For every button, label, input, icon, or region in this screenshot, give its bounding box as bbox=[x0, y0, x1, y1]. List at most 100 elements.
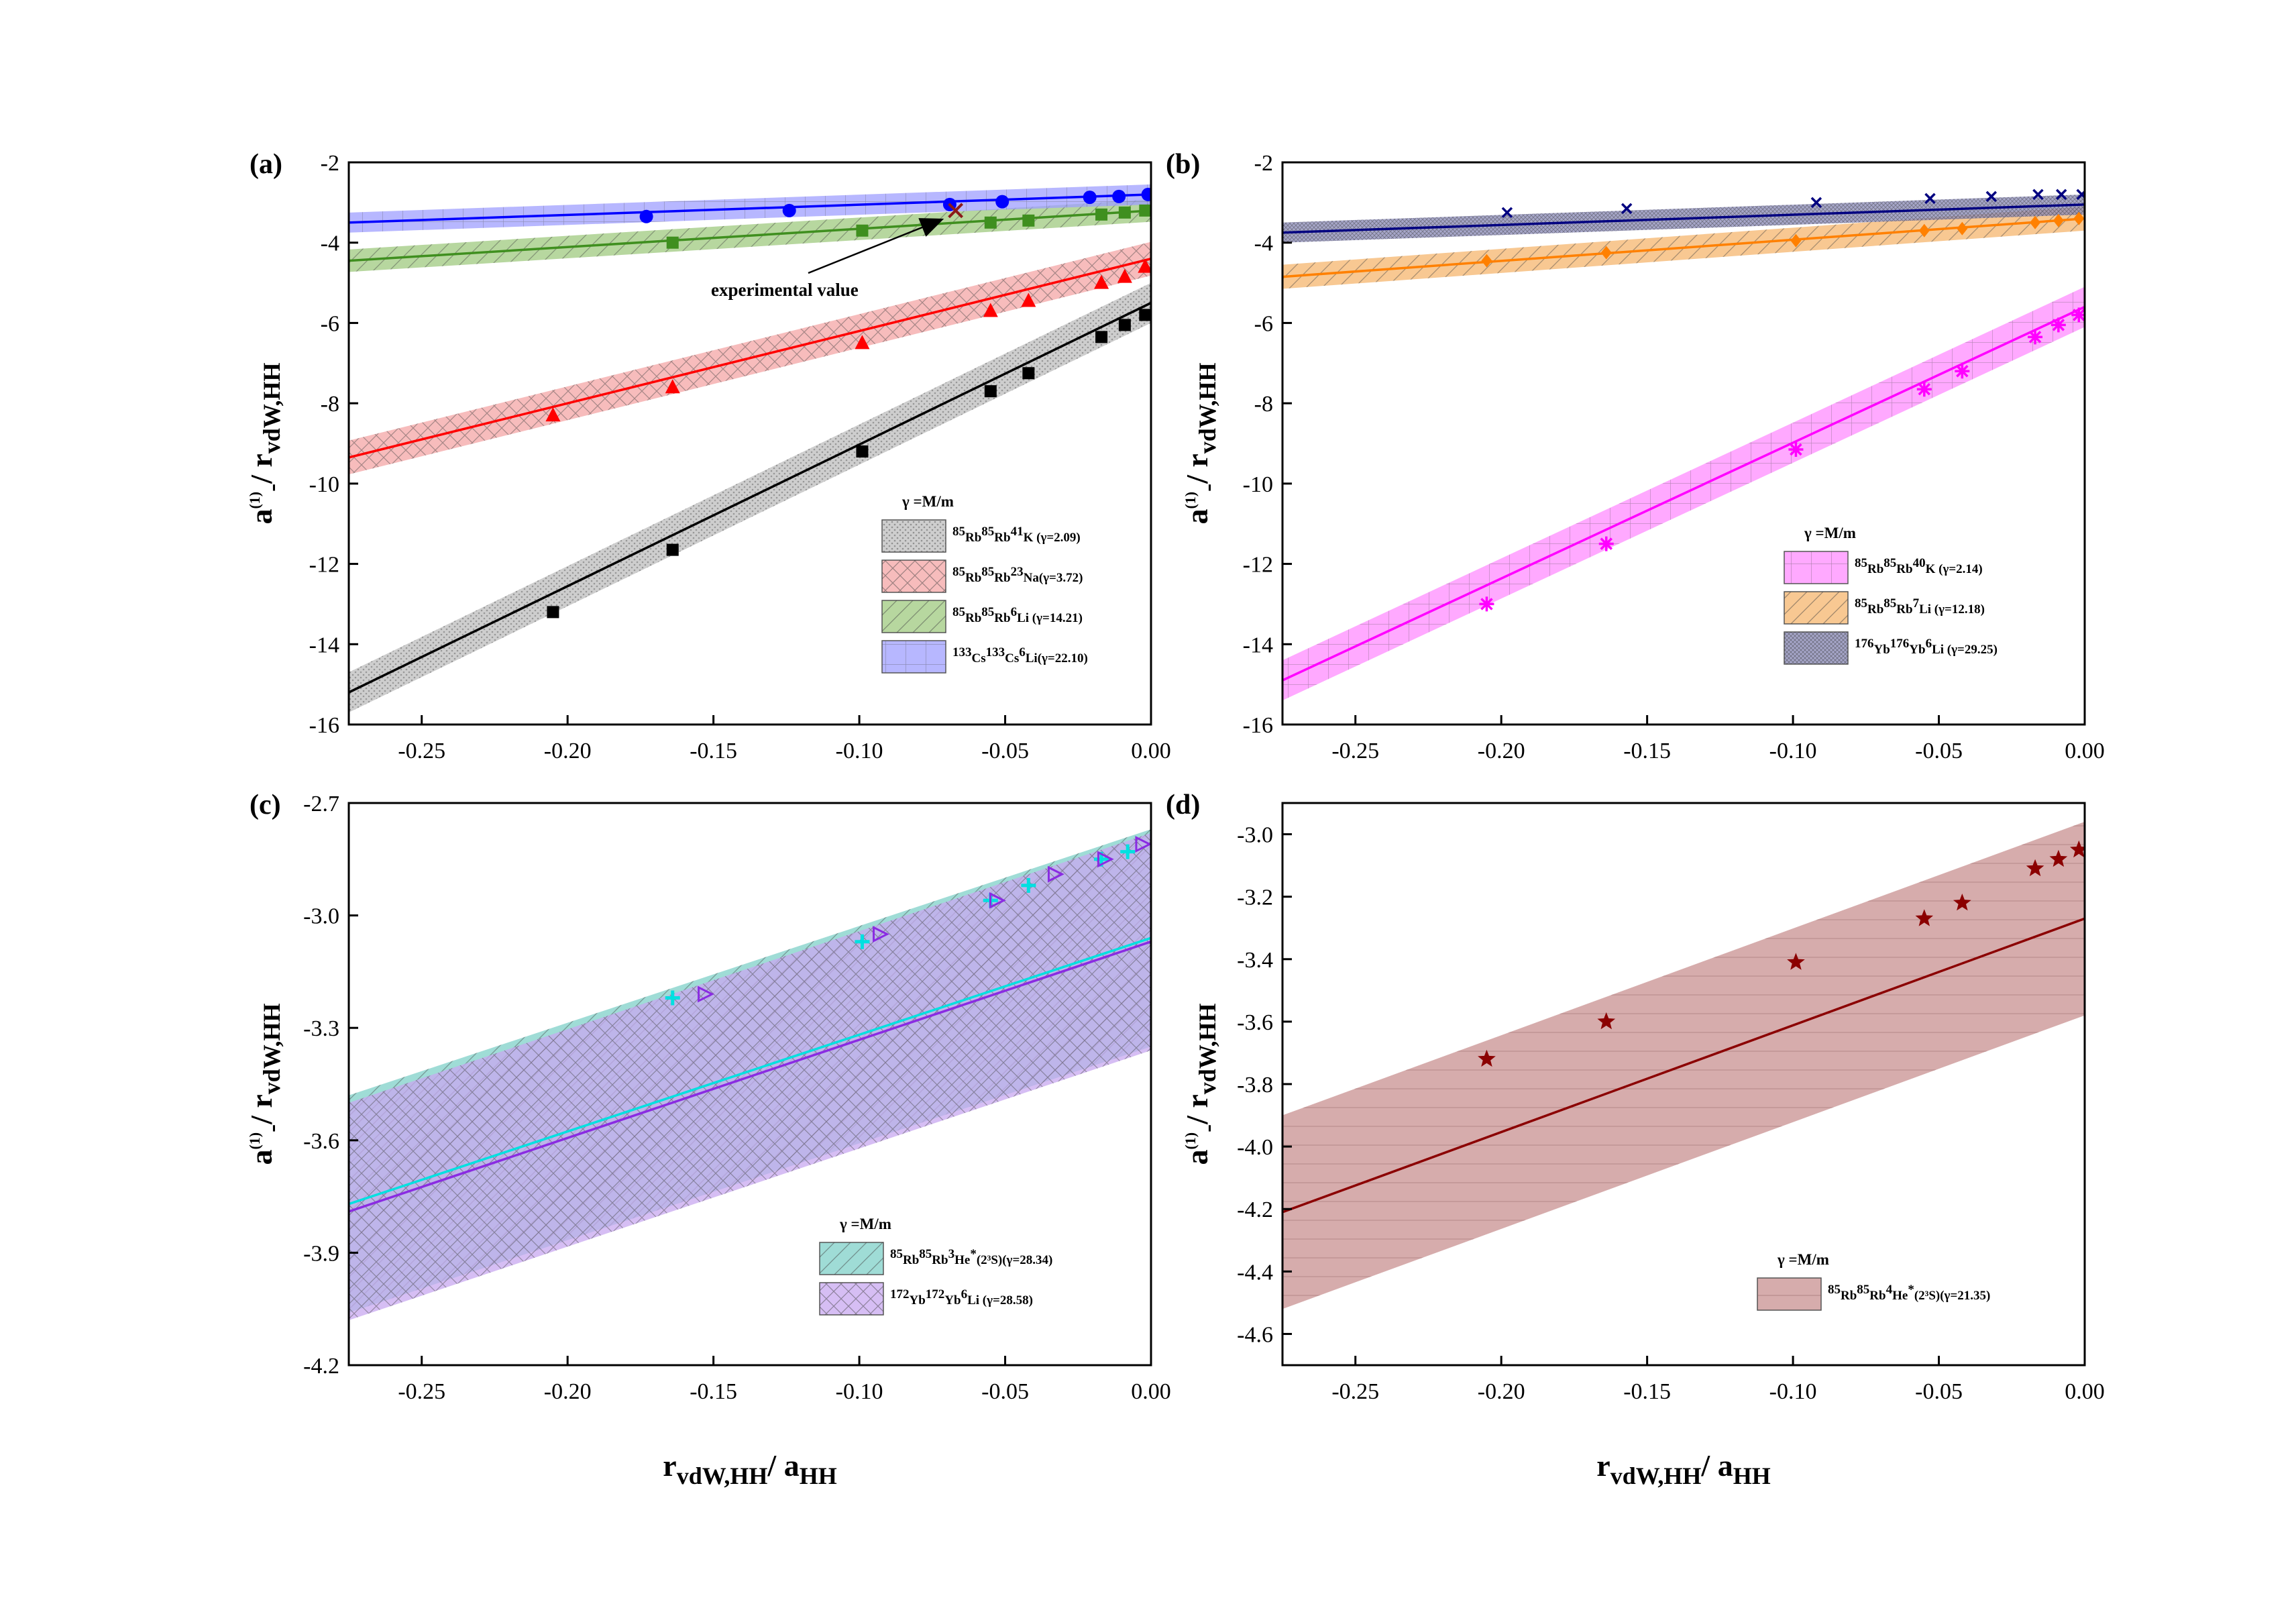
data-point bbox=[1112, 189, 1126, 203]
x-tick-label: 0.00 bbox=[1131, 1379, 1171, 1404]
chart-panel-d: -0.25 -0.20 -0.15 -0.10 -0.05 0.00 -4.6 -4.4 -4.… bbox=[1166, 790, 2105, 1489]
data-point bbox=[2055, 189, 2067, 201]
x-tick-label: -0.15 bbox=[690, 1379, 737, 1404]
x-tick-label: 0.00 bbox=[1131, 739, 1171, 763]
data-point bbox=[666, 236, 679, 249]
y-tick-label: -16 bbox=[309, 713, 339, 738]
x-tick-label: -0.25 bbox=[398, 1379, 445, 1404]
y-tick-label: -3.6 bbox=[1237, 1010, 1273, 1035]
chart-panel-c: -0.25 -0.20 -0.15 -0.10 -0.05 0.00 -4.2 -3.9 -3.… bbox=[244, 790, 1171, 1489]
data-point bbox=[2051, 317, 2066, 333]
y-tick-label: -3.9 bbox=[303, 1241, 339, 1266]
x-tick-label: -0.15 bbox=[1623, 739, 1671, 763]
data-point bbox=[984, 216, 997, 229]
data-point bbox=[545, 407, 561, 422]
legend-entry-label: 133Cs133Cs6Li(γ=22.10) bbox=[952, 645, 1088, 665]
data-point bbox=[782, 203, 796, 217]
data-point bbox=[1479, 596, 1494, 612]
data-point bbox=[2030, 215, 2041, 229]
x-tick-label: -0.05 bbox=[1915, 739, 1963, 763]
data-point bbox=[984, 385, 997, 398]
legend: γ =M/m 85Rb85Rb4He*(2³S)(γ=21.35) bbox=[1757, 1251, 1990, 1311]
y-tick-label: -8 bbox=[1254, 392, 1273, 417]
y-tick-label: -8 bbox=[321, 392, 339, 417]
data-point bbox=[1021, 877, 1036, 893]
data-point bbox=[2076, 189, 2085, 201]
panel-label: (c) bbox=[250, 790, 281, 820]
data-point bbox=[2026, 859, 2044, 877]
data-point bbox=[1957, 221, 1968, 235]
x-tick-label: -0.25 bbox=[398, 739, 445, 763]
y-tick-label: -10 bbox=[1243, 472, 1273, 497]
x-tick-label: -0.20 bbox=[544, 739, 592, 763]
data-point bbox=[665, 990, 680, 1006]
x-tick-label: -0.05 bbox=[981, 739, 1029, 763]
data-point bbox=[983, 303, 998, 317]
x-tick-label: -0.05 bbox=[1915, 1379, 1963, 1404]
data-point bbox=[855, 335, 870, 350]
data-point bbox=[1787, 953, 1805, 970]
x-tick-label: 0.00 bbox=[2065, 1379, 2105, 1404]
y-tick-label: -3.3 bbox=[303, 1016, 339, 1041]
experimental-point bbox=[948, 203, 964, 219]
x-tick-label: -0.10 bbox=[836, 1379, 883, 1404]
x-axis-label: rvdW,HH/ aHH bbox=[1596, 1448, 1770, 1489]
x-tick-label: -0.25 bbox=[1331, 1379, 1379, 1404]
data-point bbox=[873, 926, 889, 943]
data-point bbox=[1955, 364, 1970, 379]
data-point bbox=[2028, 329, 2043, 345]
plot-frame bbox=[1281, 161, 2086, 726]
data-point bbox=[2053, 213, 2064, 227]
plot-frame bbox=[347, 161, 1152, 726]
y-tick-label: -10 bbox=[309, 472, 339, 497]
y-tick-label: -4.2 bbox=[1237, 1197, 1273, 1222]
legend: γ =M/m 85Rb85Rb3He*(2³S)(γ=28.34) 172Yb172… bbox=[819, 1216, 1052, 1316]
data-point bbox=[2070, 840, 2085, 858]
data-point bbox=[1141, 187, 1151, 201]
data-point bbox=[698, 985, 714, 1003]
data-point bbox=[856, 224, 869, 237]
data-point bbox=[1095, 208, 1108, 221]
fit-line bbox=[349, 937, 1151, 1206]
fit-line bbox=[349, 193, 1151, 224]
fit-line bbox=[349, 209, 1151, 262]
panel-label: (d) bbox=[1166, 790, 1200, 820]
plot-area bbox=[1282, 821, 2085, 1309]
data-point bbox=[1597, 1012, 1616, 1030]
data-point bbox=[1985, 191, 1998, 203]
x-tick-label: -0.15 bbox=[690, 739, 737, 763]
y-tick-label: -4.6 bbox=[1237, 1322, 1273, 1347]
x-tick-label: -0.15 bbox=[1623, 1379, 1671, 1404]
y-tick-label: -3.0 bbox=[303, 904, 339, 929]
legend-title: γ =M/m bbox=[901, 493, 954, 510]
data-point bbox=[1083, 191, 1097, 205]
legend-swatch-hatch bbox=[820, 1283, 883, 1315]
experimental-value-label: experimental value bbox=[711, 280, 859, 300]
y-tick-label: -4.0 bbox=[1237, 1135, 1273, 1160]
fit-line bbox=[349, 257, 1151, 459]
y-tick-label: -3.0 bbox=[1237, 823, 1273, 848]
x-tick-label: -0.05 bbox=[981, 1379, 1029, 1404]
x-tick-label: 0.00 bbox=[2065, 739, 2105, 763]
legend-swatch-hatch bbox=[882, 560, 946, 592]
y-tick-label: -3.2 bbox=[1237, 886, 1273, 910]
data-point bbox=[1097, 851, 1114, 868]
data-point bbox=[1094, 274, 1109, 289]
panel-label: (a) bbox=[250, 149, 282, 180]
data-point bbox=[855, 934, 870, 949]
x-tick-label: -0.10 bbox=[1769, 739, 1817, 763]
plot-frame bbox=[347, 802, 1152, 1367]
y-tick-label: -6 bbox=[1254, 311, 1273, 336]
legend-swatch-hatch bbox=[1757, 1278, 1821, 1310]
experimental-arrow bbox=[808, 218, 944, 274]
plot-area bbox=[349, 829, 1151, 1320]
y-tick-label: -4 bbox=[321, 231, 339, 256]
data-point bbox=[1915, 909, 1934, 926]
data-point bbox=[2073, 211, 2085, 225]
y-tick-label: -2 bbox=[1254, 151, 1273, 176]
data-point bbox=[1810, 197, 1822, 209]
data-point bbox=[995, 195, 1009, 209]
legend: γ =M/m 85Rb85Rb41K (γ=2.09) 85Rb85Rb23Na(γ… bbox=[881, 493, 1088, 674]
legend-entry-label: 85Rb85Rb23Na(γ=3.72) bbox=[952, 565, 1083, 585]
